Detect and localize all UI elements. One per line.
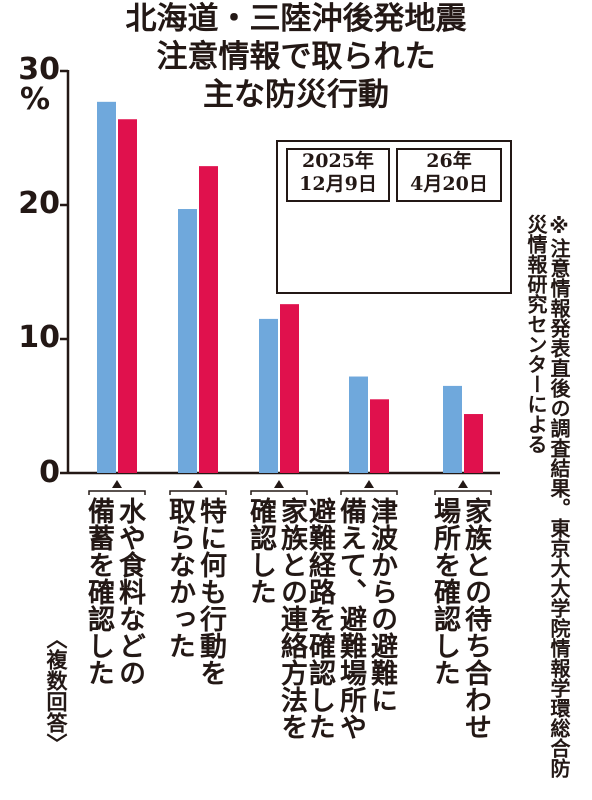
category-bracket-5 bbox=[434, 490, 492, 495]
note-close-bracket: 〉 bbox=[44, 733, 68, 754]
note-text: 複数回答 bbox=[44, 649, 68, 733]
legend-2025-year: 2025年 bbox=[302, 150, 374, 172]
note-open-bracket: 〈 bbox=[44, 628, 68, 649]
category-label-3-line-1: 家族との連絡方法を bbox=[276, 497, 307, 740]
y-unit-label: % bbox=[20, 82, 51, 117]
category-label-1-line-1: 水や食料などの bbox=[114, 497, 145, 686]
legend-2026-date: 4月20日 bbox=[410, 173, 488, 195]
bar-2026-cat-1 bbox=[118, 119, 137, 474]
multiple-answers-note: 〈複数回答〉 bbox=[44, 628, 68, 754]
bar-2025-cat-1 bbox=[97, 101, 116, 473]
y-tick-10: 10 bbox=[18, 320, 60, 355]
category-label-3-line-2: 確認した bbox=[245, 497, 276, 605]
category-bracket-4 bbox=[340, 490, 398, 495]
legend-label-2025: 2025年 12月9日 bbox=[286, 148, 390, 202]
bar-2026-cat-2 bbox=[199, 166, 218, 473]
bar-2025-cat-5 bbox=[443, 385, 462, 473]
bar-2025-cat-4 bbox=[349, 376, 368, 473]
category-label-2-line-2: 取らなかった bbox=[164, 497, 195, 659]
bar-2025-cat-3 bbox=[259, 318, 278, 473]
category-label-4-line-3: 避難経路を確認した bbox=[304, 497, 335, 740]
category-marker-5 bbox=[458, 480, 468, 488]
chart-title-line-2: 注意情報で取られた bbox=[156, 39, 436, 75]
bar-2026-cat-4 bbox=[370, 399, 389, 473]
category-bracket-1 bbox=[88, 490, 146, 495]
category-label-2-line-1: 特に何も行動を bbox=[195, 497, 226, 686]
chart-title-line-1: 北海道・三陸沖後発地震 bbox=[125, 1, 467, 37]
category-label-5-line-1: 家族との待ち合わせ bbox=[460, 497, 491, 740]
category-marker-2 bbox=[193, 480, 203, 488]
y-tick-20: 20 bbox=[18, 186, 60, 221]
legend-2025-date: 12月9日 bbox=[299, 173, 377, 195]
category-bracket-2 bbox=[169, 490, 227, 495]
bar-2026-cat-5 bbox=[464, 414, 483, 473]
bar-2025-cat-2 bbox=[178, 209, 197, 473]
legend-label-2026: 26年 4月20日 bbox=[396, 148, 502, 202]
legend-2026-year: 26年 bbox=[426, 150, 472, 172]
category-marker-3 bbox=[274, 480, 284, 488]
y-tick-0: 0 bbox=[39, 455, 60, 490]
category-bracket-3 bbox=[250, 490, 308, 495]
category-label-1-line-2: 備蓄を確認した bbox=[83, 497, 114, 686]
category-marker-1 bbox=[112, 480, 122, 488]
bar-2026-cat-3 bbox=[280, 304, 299, 473]
category-label-4-line-2: 備えて、避難場所や bbox=[335, 497, 366, 740]
category-label-4-line-1: 津波からの避難に bbox=[366, 497, 397, 713]
category-label-5-line-2: 場所を確認した bbox=[429, 497, 460, 686]
chart-title-line-3: 主な防災行動 bbox=[203, 77, 389, 113]
source-note: ※注意情報発表直後の調査結果。東京大大学院情報学環総合防災情報研究センターによる bbox=[524, 214, 571, 778]
category-marker-4 bbox=[364, 480, 374, 488]
y-tick-30: 30 bbox=[18, 52, 60, 87]
